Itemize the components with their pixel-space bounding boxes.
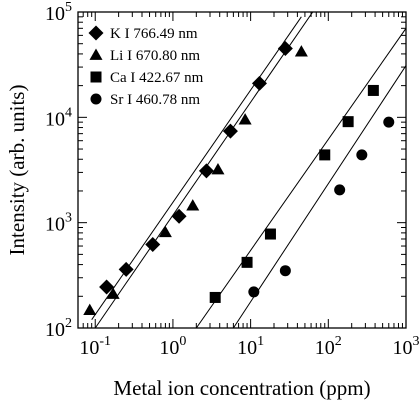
data-point-s3-2	[241, 256, 253, 268]
y-axis-label: Intensity (arb. units)	[5, 85, 29, 256]
data-point-s2-1	[83, 303, 97, 315]
data-point-s1-4	[171, 208, 187, 224]
y-tick-label: 102	[45, 316, 72, 341]
data-point-s4-1	[248, 286, 260, 298]
data-point-s2-5	[211, 162, 225, 175]
data-point-s3-1	[209, 291, 221, 303]
fit-line-4	[232, 65, 406, 328]
legend-marker-1	[88, 25, 104, 41]
legend-marker-2	[89, 48, 103, 60]
x-axis-label: Metal ion concentration (ppm)	[113, 376, 370, 400]
data-point-s1-8	[277, 41, 293, 57]
legend: K I 766.49 nm Li I 670.80 nm Ca I 422.67 n…	[88, 25, 204, 108]
data-point-s2-7	[294, 45, 308, 57]
data-point-s4-5	[383, 116, 395, 128]
data-point-s3-3	[264, 228, 276, 240]
x-tick-label: 101	[237, 334, 264, 359]
data-point-s1-3	[145, 237, 161, 253]
fit-line-3	[195, 28, 406, 328]
legend-label-1: K I 766.49 nm	[110, 26, 198, 42]
legend-label-2: Li I 670.80 nm	[110, 48, 200, 64]
axis-ticks: 10-1 100 101 102 103 102 103 104 105	[45, 0, 420, 359]
data-point-s3-4	[319, 149, 331, 161]
x-tick-label: 103	[393, 334, 420, 359]
data-point-s1-1	[99, 279, 115, 295]
y-tick-label: 105	[45, 0, 72, 25]
data-point-s4-2	[279, 265, 291, 277]
data-point-s2-2	[106, 287, 120, 299]
data-point-s1-6	[222, 123, 238, 139]
x-tick-label: 10-1	[79, 334, 111, 359]
y-tick-label: 103	[45, 211, 72, 236]
legend-marker-4	[90, 93, 102, 105]
data-point-s1-7	[251, 75, 267, 91]
data-point-s4-3	[334, 184, 346, 196]
data-point-s2-6	[238, 113, 252, 125]
legend-marker-3	[90, 71, 102, 83]
data-point-s3-5	[342, 116, 354, 128]
data-point-s3-6	[367, 84, 379, 96]
y-tick-label: 104	[45, 105, 72, 130]
x-tick-label: 102	[315, 334, 342, 359]
data-point-s4-4	[356, 149, 368, 161]
legend-label-4: Sr I 460.78 nm	[110, 92, 200, 108]
data-point-s1-2	[118, 261, 134, 277]
data-point-s1-5	[198, 163, 214, 179]
legend-label-3: Ca I 422.67 nm	[110, 70, 204, 86]
plot-frame	[77, 11, 407, 329]
data-points	[83, 41, 395, 315]
x-tick-label: 100	[159, 334, 186, 359]
data-point-s2-4	[186, 199, 200, 211]
data-point-s2-3	[158, 225, 172, 238]
